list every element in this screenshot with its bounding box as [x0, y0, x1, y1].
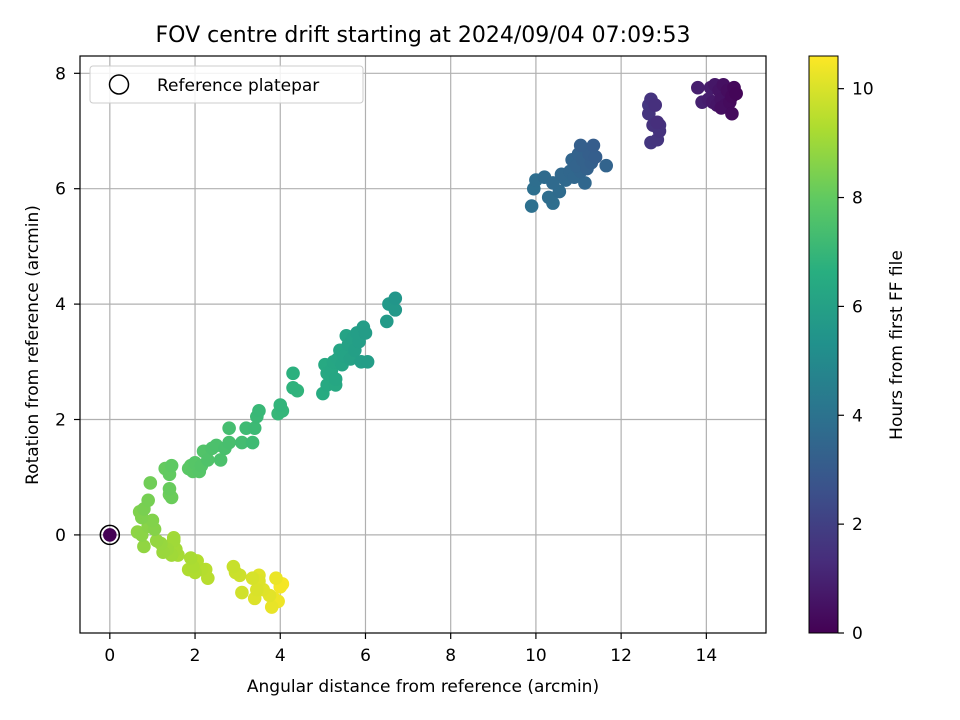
y-tick-label: 6 [55, 180, 66, 200]
data-point [269, 571, 283, 585]
colorbar-gradient [808, 55, 839, 634]
data-point [388, 291, 403, 306]
x-axis-ticks: 0 2 4 6 8 10 12 14 [104, 633, 717, 666]
colorbar-label: Hours from first FF file [887, 250, 907, 440]
data-point [250, 582, 264, 597]
data-point [648, 98, 663, 112]
data-point [141, 493, 155, 508]
data-point [213, 453, 228, 467]
x-axis-label: Angular distance from reference (arcmin) [247, 677, 599, 697]
data-point [541, 190, 556, 205]
data-point [573, 138, 588, 153]
data-point [245, 571, 260, 585]
reference-marker [99, 524, 121, 546]
data-point [226, 559, 241, 574]
data-point [183, 551, 198, 565]
data-point [588, 150, 603, 164]
y-tick-label: 4 [55, 295, 66, 315]
legend: Reference platepar [89, 65, 364, 104]
reference-ring [99, 524, 121, 546]
data-point [247, 421, 262, 435]
data-point [145, 513, 160, 528]
y-tick-label: 0 [55, 526, 66, 546]
data-point [379, 314, 394, 329]
data-point [524, 199, 539, 213]
x-tick-label: 8 [445, 646, 456, 666]
grid-lines [80, 56, 766, 633]
data-point [222, 421, 236, 435]
data-point [143, 476, 158, 490]
legend-box [89, 65, 364, 104]
x-tick-label: 10 [525, 646, 547, 666]
y-tick-label: 2 [55, 411, 66, 431]
colorbar-tick-label: 6 [852, 297, 863, 317]
data-point [578, 176, 592, 190]
x-tick-label: 12 [610, 646, 632, 666]
data-point [286, 366, 300, 381]
data-point [222, 435, 236, 450]
data-point [235, 585, 249, 600]
x-tick-label: 0 [104, 646, 115, 666]
data-point [599, 158, 614, 173]
colorbar-ticks: 0 2 4 6 8 10 [838, 80, 874, 644]
data-point [273, 398, 288, 412]
data-point [286, 380, 300, 395]
data-point [137, 539, 151, 554]
chart-title: FOV centre drift starting at 2024/09/04 … [156, 23, 691, 48]
colorbar-tick-label: 4 [852, 406, 863, 426]
colorbar-tick-label: 10 [852, 80, 874, 100]
data-point [328, 372, 343, 386]
data-point [586, 138, 601, 153]
legend-entry: Reference platepar [157, 76, 319, 96]
x-tick-label: 4 [275, 646, 286, 666]
data-point [264, 600, 279, 614]
colorbar-tick-label: 2 [852, 515, 863, 535]
x-tick-label: 2 [190, 646, 201, 666]
data-point [162, 481, 177, 496]
data-point [546, 176, 560, 190]
data-points [130, 78, 743, 614]
data-point [201, 453, 215, 467]
y-tick-label: 8 [55, 64, 66, 84]
data-point [729, 86, 743, 101]
reference-point [103, 528, 117, 542]
data-point [650, 115, 665, 130]
data-point [149, 533, 164, 548]
data-point [252, 404, 266, 418]
colorbar-tick-label: 0 [852, 624, 863, 644]
data-point [691, 80, 705, 95]
data-point [358, 326, 373, 340]
data-point [245, 435, 260, 450]
colorbar: 0 2 4 6 8 10 Hours from first FF file [808, 55, 907, 644]
data-point [235, 435, 249, 450]
plot-frame [79, 55, 767, 634]
colorbar-tick-label: 8 [852, 189, 863, 209]
data-point [164, 458, 179, 473]
legend-marker-icon [108, 74, 130, 95]
x-tick-label: 6 [360, 646, 371, 666]
data-point [725, 106, 739, 121]
data-point [388, 303, 403, 317]
y-axis-label: Rotation from reference (arcmin) [23, 205, 43, 485]
y-axis-ticks: 0 2 4 6 8 [55, 64, 80, 546]
data-point [360, 355, 375, 369]
x-tick-label: 14 [696, 646, 718, 666]
